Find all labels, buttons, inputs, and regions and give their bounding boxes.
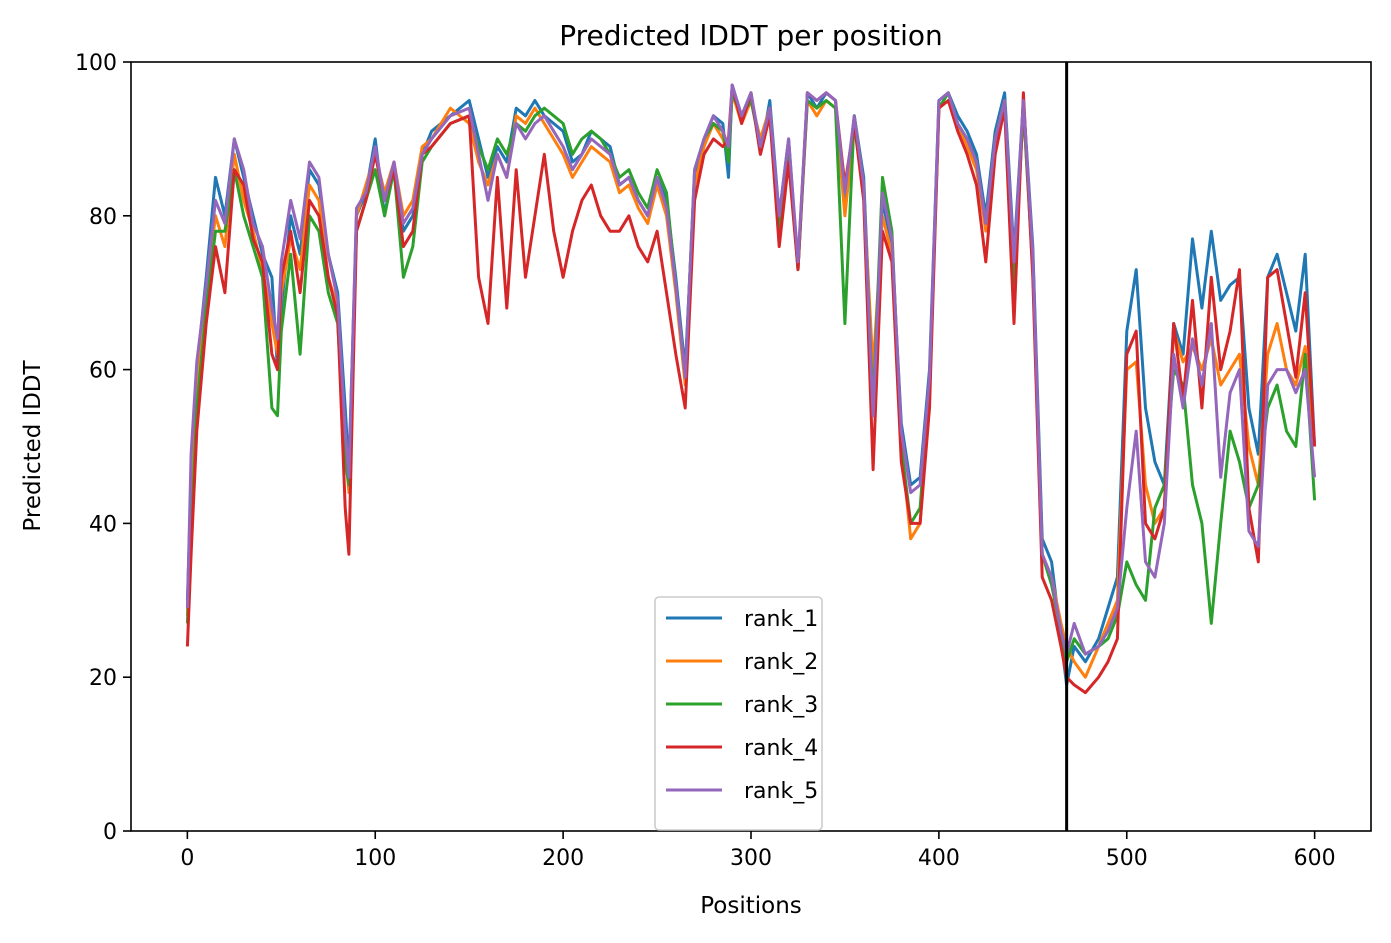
legend-label-rank_1: rank_1	[744, 607, 818, 632]
series-line-rank_5	[185, 83, 1317, 656]
x-tick-label: 400	[918, 846, 960, 871]
legend-label-rank_5: rank_5	[744, 779, 818, 804]
y-tick-label: 100	[75, 51, 117, 76]
series-layer	[185, 83, 1317, 695]
x-tick-label: 600	[1294, 846, 1336, 871]
x-tick-label: 0	[180, 846, 194, 871]
y-tick-label: 80	[89, 205, 117, 230]
x-axis-ticks: 0 100 200 300 400 500 600	[180, 831, 1336, 871]
x-axis-label: Positions	[700, 893, 802, 919]
x-tick-label: 500	[1106, 846, 1148, 871]
legend: rank_1 rank_2 rank_3 rank_4 rank_5	[654, 596, 823, 831]
legend-box	[654, 596, 823, 831]
x-tick-label: 200	[542, 846, 584, 871]
y-axis-label: Predicted lDDT	[20, 359, 46, 531]
legend-label-rank_4: rank_4	[744, 736, 818, 761]
x-tick-label: 300	[730, 846, 772, 871]
legend-label-rank_3: rank_3	[744, 693, 818, 718]
y-tick-label: 40	[89, 512, 117, 537]
chart-title: Predicted lDDT per position	[559, 19, 943, 52]
y-tick-label: 0	[103, 820, 117, 845]
series-line-rank_4	[185, 83, 1317, 695]
legend-label-rank_2: rank_2	[744, 650, 818, 675]
series-line-rank_3	[185, 91, 1317, 664]
y-tick-label: 60	[89, 359, 117, 384]
x-tick-label: 100	[354, 846, 396, 871]
y-axis-ticks: 0 20 40 60 80 100	[75, 51, 131, 845]
y-tick-label: 20	[89, 666, 117, 691]
